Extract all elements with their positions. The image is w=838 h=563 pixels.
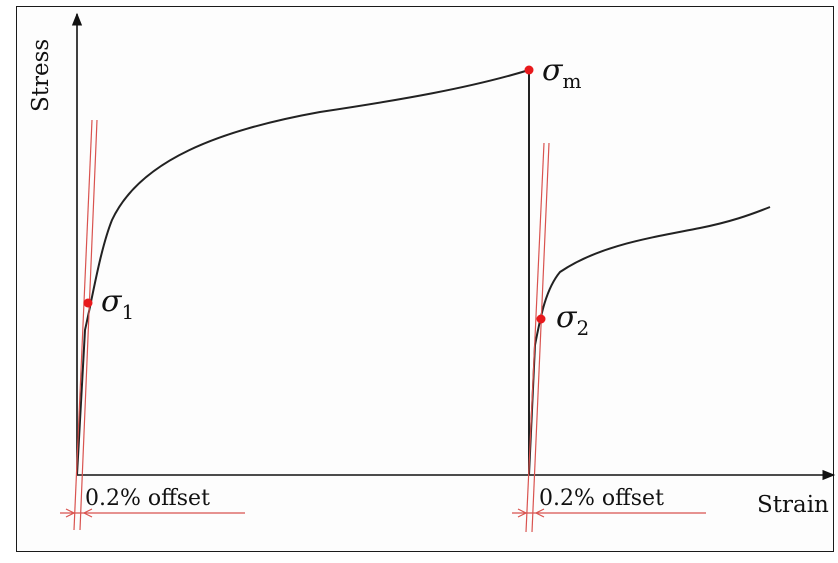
reloading-curve — [528, 206, 771, 476]
offset-dimension-1-arrow — [65, 508, 93, 518]
y-axis-label: Stress — [28, 39, 54, 112]
sigma-1-label: σ1 — [101, 284, 134, 324]
diagram-frame — [16, 6, 834, 552]
first-loading-curve — [76, 69, 530, 476]
offset-line-1a — [73, 119, 93, 531]
point-sigma-1 — [83, 298, 93, 308]
offset-label-1: 0.2% offset — [85, 486, 210, 511]
offset-line-2b — [531, 142, 550, 533]
offset-line-1b — [79, 119, 98, 531]
sigma-2-label: σ2 — [556, 300, 589, 340]
sigma-m-label: σm — [542, 53, 581, 93]
point-sigma-m — [524, 65, 534, 75]
offset-dimension-2-arrow — [517, 508, 545, 518]
x-axis-label: Strain — [757, 492, 829, 518]
offset-line-2a — [525, 142, 545, 533]
point-sigma-2 — [536, 314, 546, 324]
offset-label-2: 0.2% offset — [539, 486, 664, 511]
